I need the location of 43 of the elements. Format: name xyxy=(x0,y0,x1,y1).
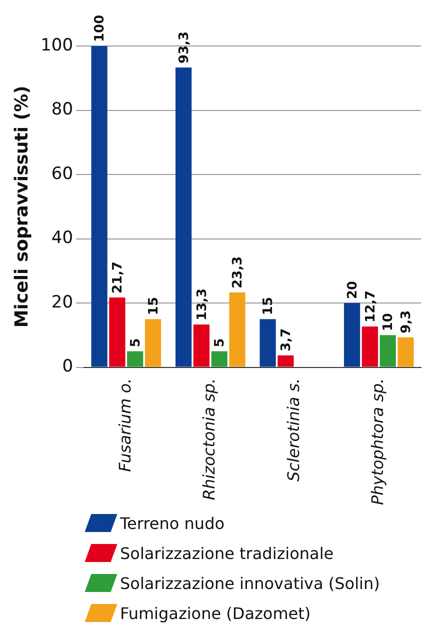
bar xyxy=(193,324,210,367)
bar xyxy=(144,319,162,367)
legend-label: Solarizzazione tradizionale xyxy=(120,544,334,562)
data-label: 21,7 xyxy=(110,261,126,294)
bar xyxy=(398,337,414,367)
data-label: 5 xyxy=(212,338,228,348)
bar xyxy=(362,326,378,367)
data-label: 10 xyxy=(381,313,396,332)
data-label: 12,7 xyxy=(363,290,378,322)
data-label: 3,7 xyxy=(279,328,294,352)
y-tick-label: 100 xyxy=(40,35,74,56)
y-tick-label: 20 xyxy=(51,292,74,312)
bar xyxy=(127,351,144,367)
data-label: 15 xyxy=(261,296,276,316)
bar xyxy=(211,351,228,367)
legend-label: Terreno nudo xyxy=(120,514,225,532)
data-label: 93,3 xyxy=(176,31,192,64)
data-label: 20 xyxy=(345,280,360,300)
x-tick-label: Fusarium o. xyxy=(115,378,134,472)
data-label: 9,3 xyxy=(399,310,414,334)
bar xyxy=(278,355,294,367)
x-tick-label: Sclerotinia s. xyxy=(284,378,303,482)
bar xyxy=(229,292,246,367)
bar xyxy=(109,298,126,367)
x-tick-label: Rhizoctonia sp. xyxy=(200,378,219,500)
legend-label: Solarizzazione innovativa (Solin) xyxy=(120,574,380,592)
y-tick-label: 40 xyxy=(51,228,74,248)
data-label: 5 xyxy=(128,338,144,348)
y-tick-label: 0 xyxy=(62,356,74,377)
bar xyxy=(176,68,192,367)
bar xyxy=(91,46,108,367)
y-axis-title: Miceli sopravvissuti (%) xyxy=(11,86,32,328)
data-label: 15 xyxy=(146,296,162,316)
y-tick-label: 80 xyxy=(51,100,74,120)
x-tick-label: Phytophtora sp. xyxy=(368,378,388,506)
data-label: 13,3 xyxy=(194,288,210,321)
y-tick-label: 60 xyxy=(51,164,74,184)
bar xyxy=(344,303,360,367)
bar xyxy=(260,319,276,367)
bar xyxy=(380,335,396,367)
data-label: 100 xyxy=(92,14,108,42)
data-label: 23,3 xyxy=(230,256,246,288)
legend-label: Fumigazione (Dazomet) xyxy=(120,604,311,622)
